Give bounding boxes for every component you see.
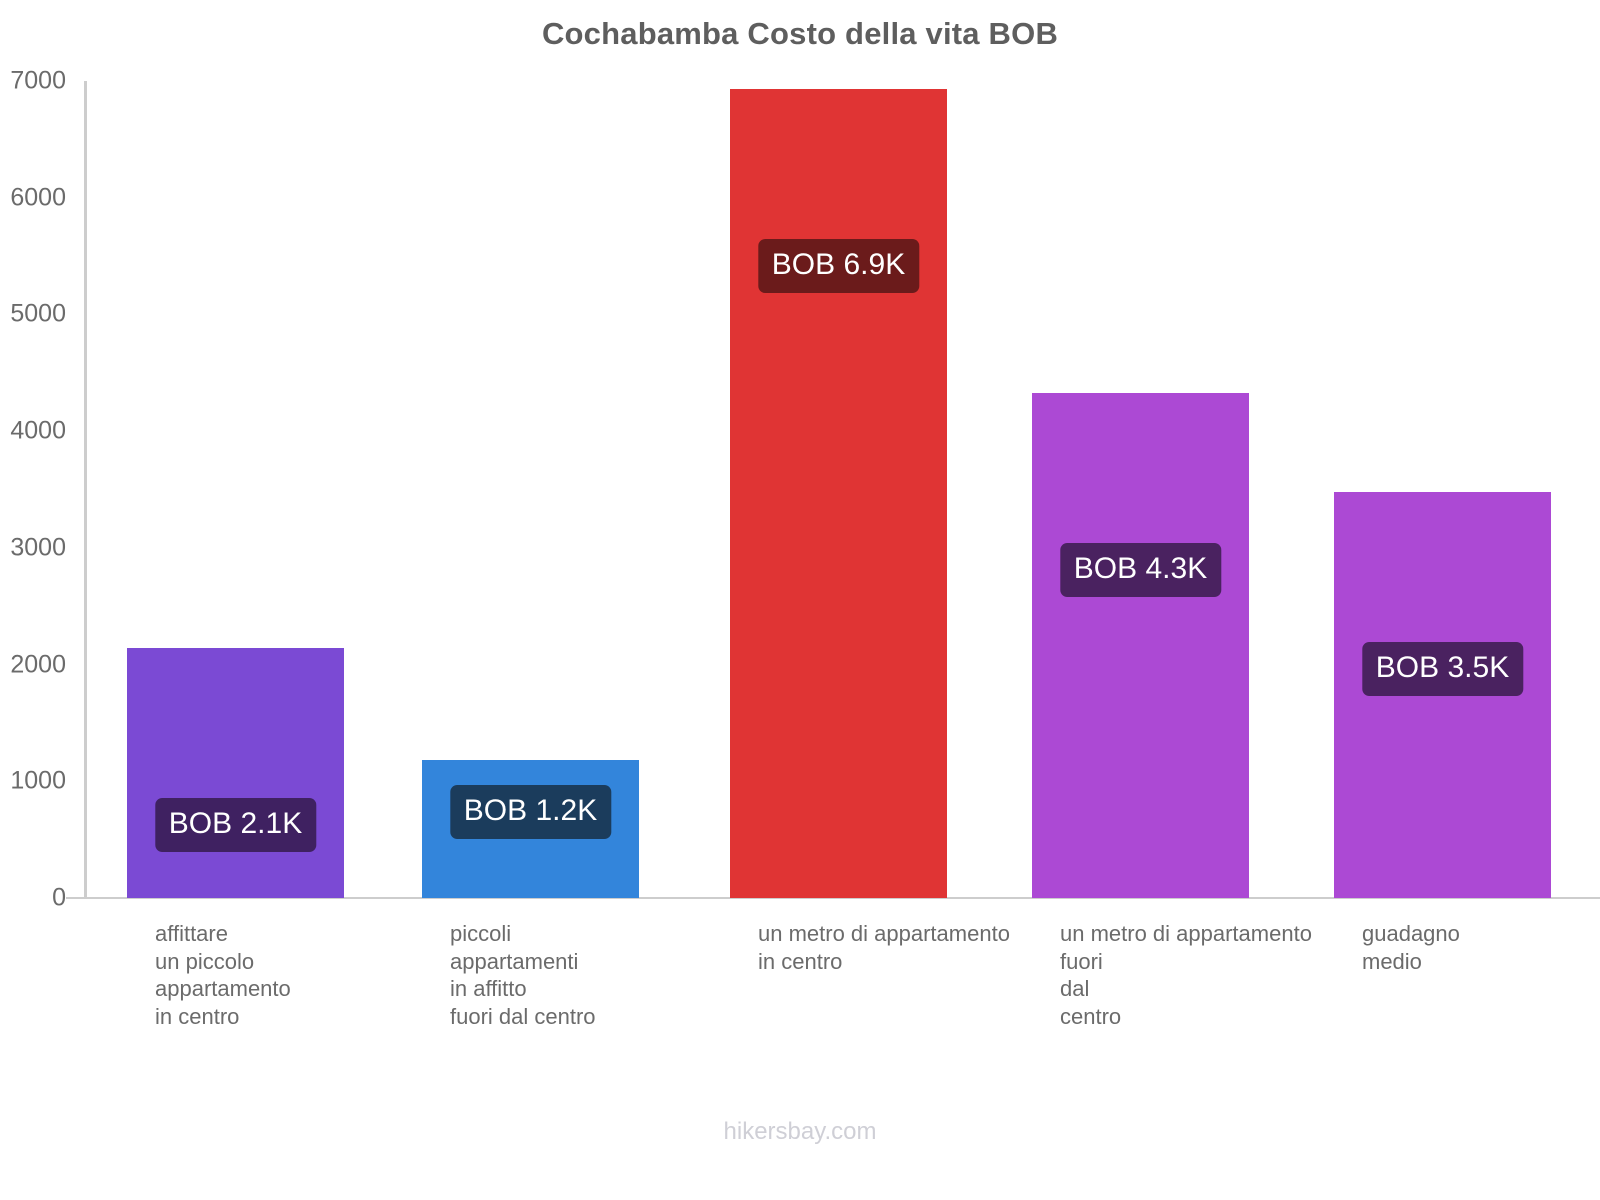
footer-watermark: hikersbay.com: [723, 1118, 877, 1145]
category-label-line: un metro di appartamento: [1060, 921, 1312, 946]
bar-value-label: BOB 1.2K: [449, 785, 612, 840]
bar-rect[interactable]: [127, 648, 344, 898]
bar-rect[interactable]: [1032, 392, 1249, 898]
plot-area: BOB 2.1K BOB 1.2K BOB 6.9K BOB 4.3K BOB 3.5K: [84, 81, 1600, 898]
category-label-line: affittare: [155, 921, 228, 946]
category-label-line: medio: [1362, 948, 1422, 974]
y-axis-tick-label: 4000: [10, 416, 66, 445]
x-axis-category-label: piccoli appartamenti in affitto fuori dal c…: [450, 920, 596, 1030]
y-axis-tick-label: 7000: [10, 66, 66, 95]
bar-value-label: BOB 2.1K: [154, 798, 317, 853]
bar-value-label: BOB 3.5K: [1361, 641, 1524, 696]
bar-group[interactable]: BOB 3.5K: [1334, 491, 1551, 898]
x-axis-line: [66, 897, 1600, 899]
bar-value-label: BOB 6.9K: [757, 239, 920, 294]
y-axis-tick-label: 2000: [10, 650, 66, 679]
category-label-line: appartamenti: [450, 948, 579, 974]
y-axis-tick-labels: 0 1000 2000 3000 4000 5000 6000 7000: [0, 0, 72, 1200]
x-axis-category-label: un metro di appartamento fuori dal centro: [1060, 920, 1312, 1030]
category-label-line: un piccolo: [155, 948, 255, 974]
bar-rect[interactable]: [730, 89, 947, 898]
y-axis-line: [84, 81, 87, 899]
category-label-line: guadagno: [1362, 921, 1460, 946]
y-axis-tick-label: 6000: [10, 183, 66, 212]
x-axis-category-label: un metro di appartamento in centro: [758, 920, 1010, 975]
bar-group[interactable]: BOB 6.9K: [730, 89, 947, 898]
x-axis-category-label: guadagno medio: [1362, 920, 1460, 975]
y-axis-tick-label: 1000: [10, 766, 66, 795]
category-label-line: fuori dal centro: [450, 1003, 596, 1029]
category-label-line: in affitto: [450, 976, 527, 1001]
bar-group[interactable]: BOB 4.3K: [1032, 392, 1249, 898]
category-label-line: piccoli: [450, 921, 512, 946]
category-label-line: fuori: [1060, 948, 1103, 974]
category-label-line: in centro: [758, 948, 843, 974]
category-label-line: in centro: [155, 1003, 240, 1029]
chart-title: Cochabamba Costo della vita BOB: [541, 16, 1059, 51]
category-label-line: dal: [1060, 976, 1090, 1001]
bar-value-label: BOB 4.3K: [1059, 542, 1222, 597]
y-axis-tick-label: 3000: [10, 533, 66, 562]
bar-group[interactable]: BOB 2.1K: [127, 648, 344, 898]
bar-group[interactable]: BOB 1.2K: [422, 760, 639, 898]
category-label-line: un metro di appartamento: [758, 921, 1010, 946]
y-axis-tick-label: 0: [52, 883, 66, 912]
category-label-line: appartamento: [155, 976, 291, 1001]
x-axis-category-label: affittare un piccolo appartamento in centro: [155, 920, 291, 1030]
category-label-line: centro: [1060, 1003, 1122, 1029]
y-axis-tick-label: 5000: [10, 299, 66, 328]
